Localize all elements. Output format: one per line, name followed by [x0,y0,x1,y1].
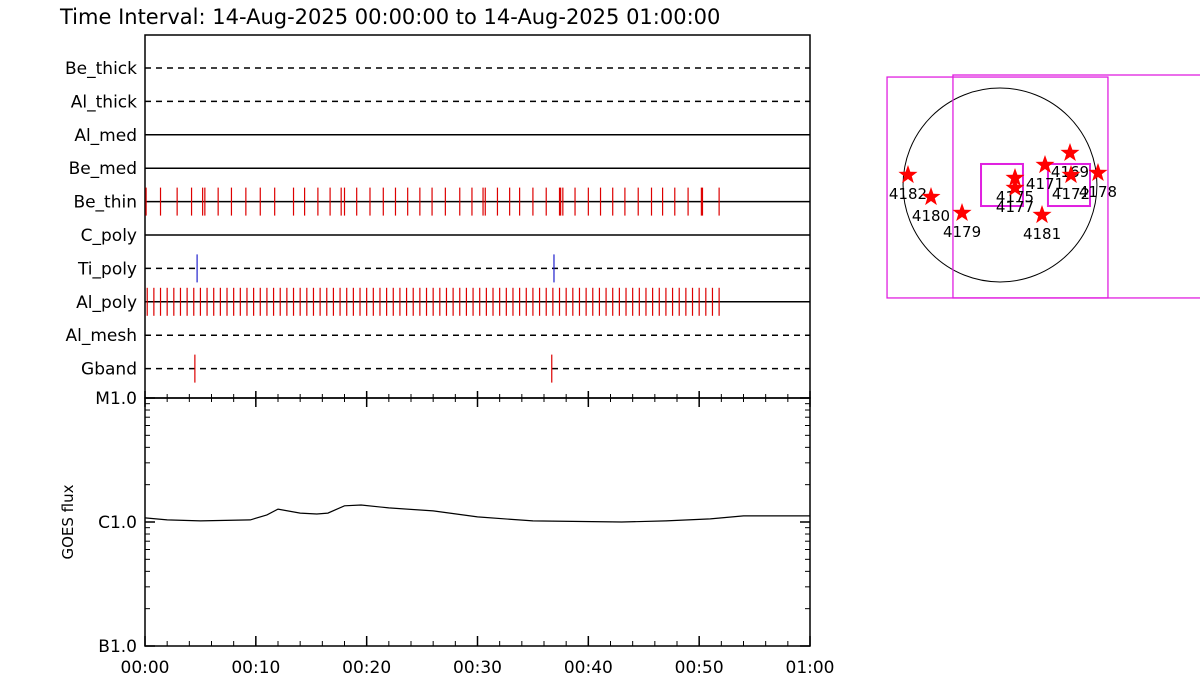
region-star [1061,165,1081,184]
row-label: Be_thick [65,59,137,79]
row-label: Al_poly [76,293,137,313]
region-star [952,203,972,221]
x-tick-label: 00:40 [564,658,613,678]
y-tick-label: M1.0 [95,389,137,409]
region-star [898,165,918,184]
row-label: Al_thick [71,92,137,112]
region-star [1005,178,1025,196]
y-axis-label: GOES flux [59,484,77,559]
row-label: Be_med [69,159,137,179]
region-star [1005,168,1025,186]
x-tick-label: 00:50 [675,658,724,678]
region-star [1088,163,1108,181]
region-star [921,187,941,206]
region-star [1060,143,1080,161]
region-star [1035,155,1055,174]
x-tick-label: 00:30 [453,658,502,678]
field-of-view [1046,162,1092,208]
region-label: 4179 [943,223,981,241]
region-label: 4182 [889,185,927,203]
field-of-view [952,74,1200,299]
region-star [1032,205,1052,224]
row-label: Gband [81,360,137,380]
region-label: 4181 [1023,225,1061,243]
region-label: 4177 [996,198,1034,216]
row-label: C_poly [81,226,137,246]
row-label: Ti_poly [77,259,137,279]
region-label: 4171 [1026,175,1064,193]
x-tick-label: 01:00 [786,658,835,678]
region-label: 4172 [1052,185,1090,203]
region-label: 4178 [1079,183,1117,201]
solar-disk [902,87,1098,283]
row-label: Be_thin [73,193,137,213]
y-tick-label: C1.0 [98,513,137,533]
x-tick-label: 00:00 [121,658,170,678]
region-label: 4175 [996,188,1034,206]
x-tick-label: 00:20 [342,658,391,678]
y-tick-label: B1.0 [98,637,137,657]
chart-title: Time Interval: 14-Aug-2025 00:00:00 to 1… [59,5,720,29]
x-tick-label: 00:10 [231,658,280,678]
goes-line [144,504,810,523]
row-label: Al_med [74,126,137,146]
region-label: 4180 [912,207,950,225]
row-label: Al_mesh [65,326,137,346]
